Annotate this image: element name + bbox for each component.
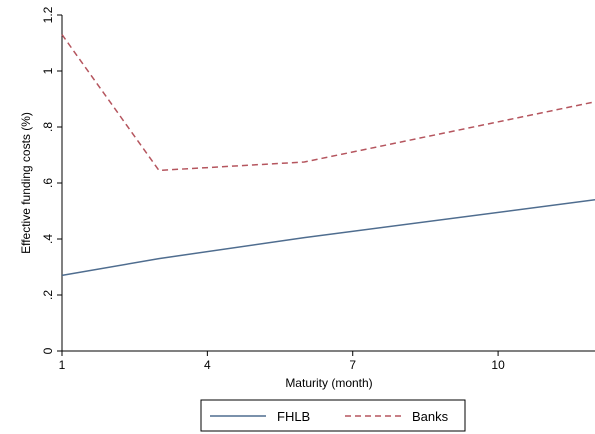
y-axis-title: Effective funding costs (%) (19, 112, 33, 254)
x-tick-label: 4 (204, 358, 211, 372)
series-line-banks (61, 34, 595, 172)
x-tick-label: 7 (349, 358, 356, 372)
legend: FHLB Banks (200, 399, 466, 432)
y-tick-label: 1 (41, 67, 55, 74)
y-axis-ticks: 0 .2 .4 .6 .8 1 1.2 (41, 6, 62, 354)
y-tick-label: 1.2 (41, 6, 55, 23)
legend-label-fhlb: FHLB (277, 409, 310, 424)
y-tick-label: .8 (41, 122, 55, 132)
y-tick-label: .2 (41, 290, 55, 300)
y-tick-label: .6 (41, 178, 55, 188)
y-tick-label: 0 (41, 347, 55, 354)
x-axis-ticks: 1 4 7 10 (59, 351, 505, 372)
x-axis-title: Maturity (month) (285, 376, 372, 390)
x-tick-label: 1 (59, 358, 66, 372)
legend-label-banks: Banks (412, 409, 449, 424)
y-tick-label: .4 (41, 234, 55, 244)
x-tick-label: 10 (491, 358, 505, 372)
series-layer (61, 34, 595, 277)
series-line-fhlb (61, 199, 595, 277)
